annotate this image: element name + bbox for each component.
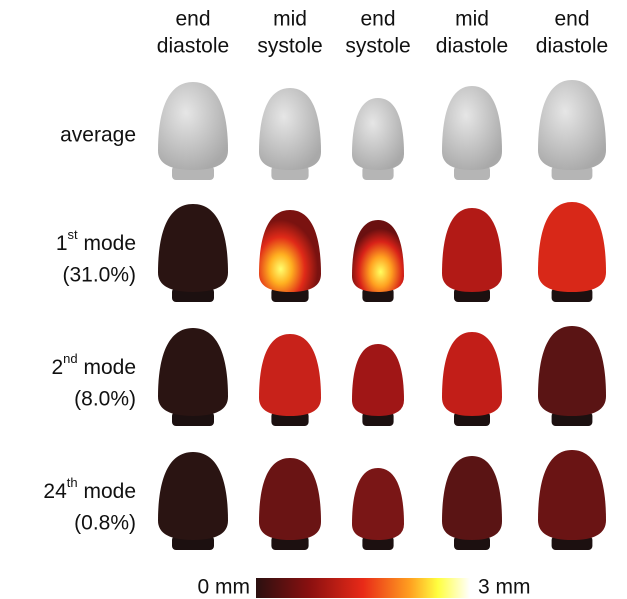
ventricle-shape xyxy=(538,80,606,170)
ventricle-shape xyxy=(259,88,321,170)
row-label: 24th mode xyxy=(43,475,136,502)
ordinal: 2 xyxy=(51,356,63,379)
ordinal: 24 xyxy=(43,480,67,503)
ventricle-shape xyxy=(352,220,404,292)
ventricle-shape xyxy=(158,82,228,170)
colorbar-min-label: 0 mm xyxy=(198,576,251,599)
ventricle-shape xyxy=(442,456,502,540)
mode-word: mode xyxy=(83,480,136,503)
ventricle-shape xyxy=(538,202,606,292)
ordinal-suffix: st xyxy=(68,227,79,242)
column-header: systole xyxy=(257,35,322,58)
colorbar xyxy=(256,578,470,598)
ordinal-suffix: th xyxy=(67,475,78,490)
mode-word: mode xyxy=(83,356,136,379)
ventricle-shape xyxy=(158,452,228,540)
row-label: 1st mode xyxy=(56,227,136,254)
column-header: systole xyxy=(345,35,410,58)
ventricle-shape xyxy=(259,334,321,416)
ventricle-shape xyxy=(442,86,502,170)
column-header: end xyxy=(360,8,395,31)
column-header: mid xyxy=(273,8,307,31)
row-percent: (0.8%) xyxy=(74,512,136,535)
ventricle-shape xyxy=(352,468,404,540)
column-header: mid xyxy=(455,8,489,31)
mode-word: mode xyxy=(83,232,136,255)
ordinal: 1 xyxy=(56,232,68,255)
row-label: average xyxy=(60,124,136,147)
ventricle-shape xyxy=(442,208,502,292)
ventricle-shape xyxy=(538,450,606,540)
row-percent: (31.0%) xyxy=(62,264,136,287)
ventricle-shape xyxy=(538,326,606,416)
column-header: diastole xyxy=(536,35,608,58)
colorbar-max-label: 3 mm xyxy=(478,576,531,599)
ventricle-shape xyxy=(158,204,228,292)
ventricle-shape xyxy=(442,332,502,416)
figure: 0 mm 3 mm end diastole mid systole end systol… xyxy=(0,0,627,599)
ventricle-shape xyxy=(259,210,321,292)
ventricle-shape xyxy=(158,328,228,416)
ventricle-shape xyxy=(352,344,404,416)
column-header: end xyxy=(175,8,210,31)
column-header: end xyxy=(554,8,589,31)
column-header: diastole xyxy=(157,35,229,58)
ventricle-shape xyxy=(352,98,404,170)
column-header: diastole xyxy=(436,35,508,58)
shape-grid xyxy=(158,80,606,550)
ordinal-suffix: nd xyxy=(63,351,77,366)
row-percent: (8.0%) xyxy=(74,388,136,411)
ventricle-shape xyxy=(259,458,321,540)
row-label: 2nd mode xyxy=(51,351,136,378)
